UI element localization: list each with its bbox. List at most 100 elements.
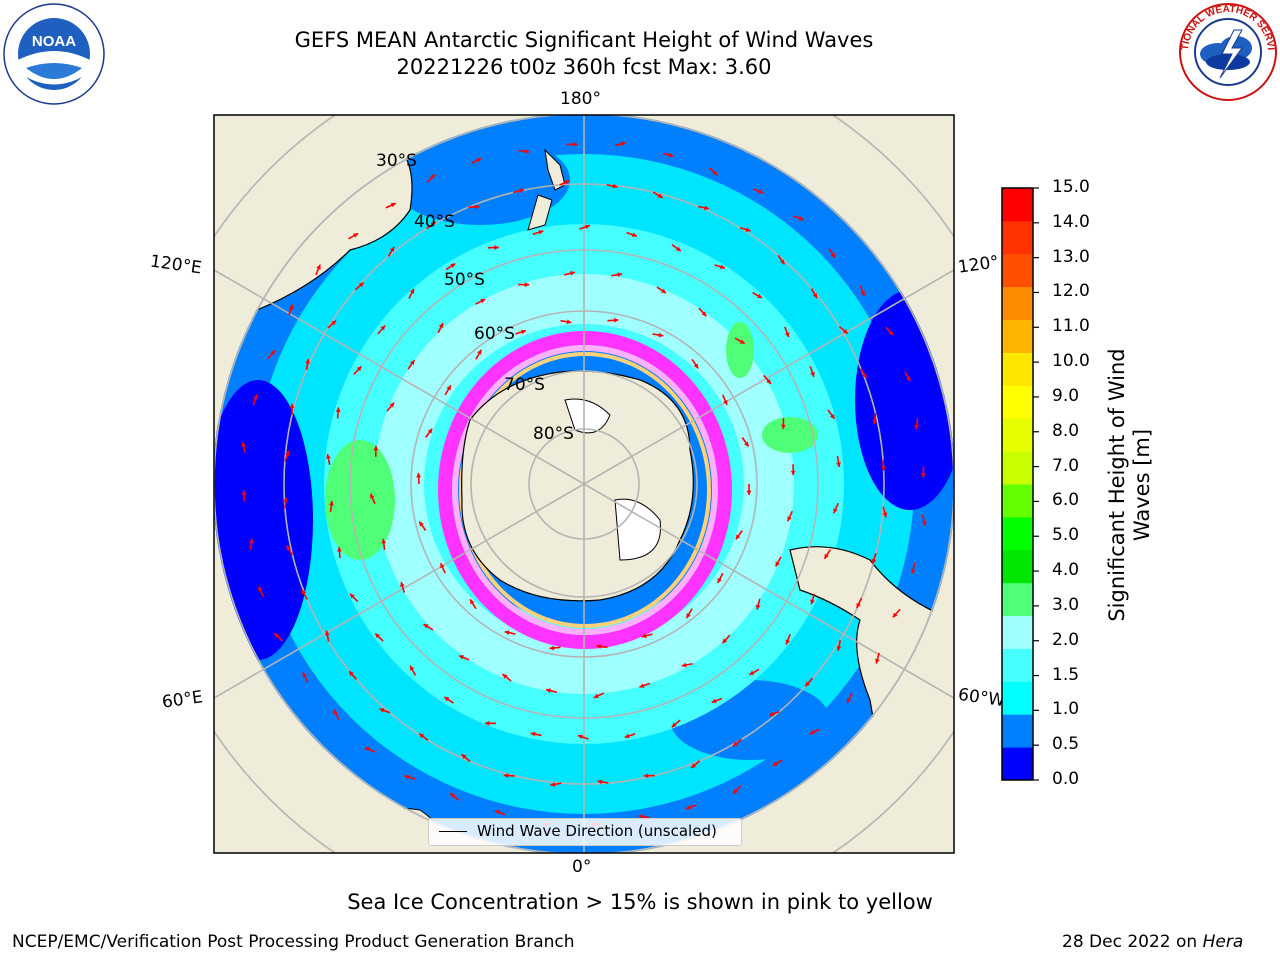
- colorbar-tick-label: 4.0: [1052, 560, 1080, 581]
- colorbar-segment: [1002, 747, 1033, 781]
- colorbar-segment: [1002, 451, 1033, 485]
- wave-arrow-head: [331, 320, 336, 326]
- wave-arrow-head: [744, 441, 749, 447]
- colorbar: [1001, 187, 1039, 781]
- wave-arrow-head: [461, 754, 467, 759]
- wave-arrow-head: [302, 672, 307, 678]
- colorbar-segment: [1002, 484, 1033, 518]
- wave-arrow-head: [404, 774, 410, 780]
- colorbar-segment: [1002, 319, 1033, 353]
- wave-arrow-head: [686, 613, 691, 619]
- wave-arrow-head: [720, 264, 726, 270]
- wave-arrow-head: [333, 709, 338, 715]
- sea-ice-note: Sea Ice Concentration > 15% is shown in …: [347, 890, 933, 914]
- wave-arrow-head: [419, 733, 425, 739]
- wave-arrow-head: [585, 224, 590, 230]
- colorbar-segment: [1002, 615, 1033, 649]
- colorbar-tick-label: 11.0: [1052, 316, 1090, 337]
- wave-arrow-head: [914, 424, 920, 430]
- wave-arrow-head: [521, 329, 526, 335]
- wave-arrow-head: [812, 293, 818, 299]
- wave-arrow-head: [624, 733, 630, 739]
- wave-arrow-head: [836, 462, 841, 467]
- wave-arrow-head: [353, 233, 359, 238]
- wave-arrow-head: [518, 188, 524, 194]
- wave-arrow-head: [921, 520, 927, 526]
- wave-arrow-head: [570, 271, 575, 276]
- wave-arrow-head: [566, 319, 572, 325]
- wave-arrow-head: [920, 473, 926, 478]
- wave-arrow-head: [253, 394, 258, 400]
- wave-arrow-head: [410, 665, 415, 671]
- colorbar-tick-label: 1.0: [1052, 699, 1080, 720]
- wave-arrow-head: [444, 696, 450, 702]
- wave-arrow-head: [758, 189, 764, 194]
- wave-arrow-head: [693, 363, 699, 369]
- wave-arrow-head: [717, 577, 722, 583]
- wave-arrow-head: [846, 698, 852, 704]
- wave-arrow-head: [704, 205, 709, 211]
- lon-label-180: 180°: [560, 89, 601, 109]
- wave-arrow-head: [337, 547, 342, 552]
- lat-label-80s: 80°S: [533, 424, 574, 444]
- wave-arrow-head: [249, 538, 254, 544]
- wave-arrow-head: [370, 493, 375, 499]
- wave-arrow-head: [375, 633, 381, 639]
- wave-arrow-head: [880, 466, 886, 471]
- wave-arrow-head: [450, 793, 456, 798]
- wave-arrow-head: [780, 424, 786, 430]
- colorbar-segment: [1002, 648, 1033, 682]
- wave-arrow-head: [573, 141, 578, 147]
- colorbar-tick-label: 6.0: [1052, 490, 1080, 511]
- wave-arrow-head: [400, 581, 405, 587]
- wave-arrow-head: [430, 174, 435, 180]
- wave-arrow-head: [910, 568, 916, 574]
- legend-line-sample: [439, 831, 467, 832]
- wave-arrow-head: [658, 332, 664, 338]
- wave-arrow-head: [836, 646, 842, 651]
- wave-arrow-head: [723, 400, 728, 405]
- wave-arrow-head: [335, 407, 341, 413]
- wave-arrow-head: [784, 332, 790, 338]
- wave-arrow-head: [875, 658, 880, 664]
- wave-arrow-head: [546, 688, 551, 693]
- wave-arrow-head: [617, 272, 623, 278]
- wave-arrow-head: [524, 282, 530, 288]
- colorbar-tick-label: 0.5: [1052, 734, 1080, 755]
- colorbar-segment: [1002, 418, 1033, 452]
- wave-arrow-head: [671, 722, 677, 728]
- wave-arrow-head: [675, 246, 681, 252]
- wave-arrow-head: [809, 729, 815, 735]
- colorbar-segment: [1002, 286, 1033, 321]
- wave-arrow-head: [494, 809, 500, 815]
- wave-arrow-head: [787, 516, 792, 522]
- colorbar-segment: [1002, 188, 1033, 222]
- machine-name: Hera: [1202, 932, 1244, 952]
- wave-arrow-head: [440, 563, 445, 569]
- noaa-logo: NOAA: [3, 3, 105, 105]
- wave-direction-arrows: [241, 141, 927, 827]
- wave-arrow-head: [409, 288, 415, 294]
- wave-arrow-head: [798, 216, 804, 221]
- wave-arrow-head: [691, 763, 697, 768]
- wave-arrow-head: [329, 500, 334, 506]
- wave-arrow-head: [390, 202, 396, 208]
- wave-arrow-head: [732, 741, 738, 747]
- date-text: 28 Dec 2022 on Hera: [1062, 932, 1243, 952]
- wave-arrow-head: [681, 662, 687, 668]
- colorbar-tick-label: 12.0: [1052, 281, 1090, 302]
- wave-arrow-head: [833, 508, 838, 514]
- lat-label-30s: 30°S: [376, 151, 417, 171]
- colorbar-segment: [1002, 352, 1033, 386]
- wave-arrow-head: [549, 645, 555, 651]
- wave-arrow-head: [356, 366, 362, 372]
- colorbar-tick-label: 10.0: [1052, 351, 1090, 372]
- wave-arrow-head: [577, 734, 583, 740]
- wave-arrow-head: [661, 288, 667, 294]
- wave-arrow-head: [631, 232, 637, 238]
- wave-arrow-head: [416, 473, 422, 478]
- wave-arrow-head: [790, 470, 796, 476]
- colorbar-segment: [1002, 549, 1033, 584]
- wave-arrow-head: [458, 655, 464, 660]
- wave-arrow-head: [906, 376, 911, 382]
